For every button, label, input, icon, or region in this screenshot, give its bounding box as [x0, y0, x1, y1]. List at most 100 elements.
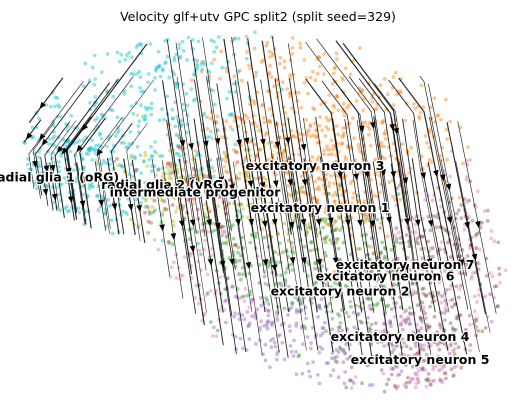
cell-point	[360, 88, 365, 92]
cell-point	[266, 119, 271, 123]
cell-point	[268, 164, 272, 169]
cell-point	[416, 380, 421, 384]
cell-point	[263, 358, 268, 363]
cell-point	[408, 380, 412, 384]
cell-point	[139, 171, 144, 175]
cell-point	[332, 270, 337, 274]
streamline	[32, 122, 55, 199]
streamline	[202, 37, 232, 232]
cell-point	[178, 154, 182, 159]
cell-point	[454, 316, 459, 321]
cell-point	[153, 140, 158, 144]
cell-point	[237, 271, 242, 276]
cell-point	[336, 329, 341, 333]
cell-point	[233, 264, 238, 269]
cell-point	[352, 325, 357, 330]
cell-point	[169, 176, 174, 181]
cell-point	[336, 375, 341, 380]
cell-point	[167, 168, 171, 173]
cell-point	[278, 55, 283, 60]
cell-point	[149, 144, 154, 149]
streamline	[235, 118, 266, 313]
cell-point	[105, 88, 109, 93]
cell-point	[432, 365, 436, 370]
cell-point	[192, 72, 197, 77]
streamline	[175, 42, 206, 237]
cell-point	[229, 284, 234, 289]
cell-point	[170, 242, 175, 247]
cell-point	[379, 330, 383, 334]
cell-point	[366, 316, 371, 320]
cell-point	[149, 154, 154, 159]
cell-point	[208, 320, 213, 324]
streamline	[110, 122, 133, 235]
cell-point	[451, 373, 456, 378]
cell-point	[215, 328, 220, 333]
cell-point	[367, 383, 372, 387]
cell-point	[308, 124, 313, 129]
streamline-arrowhead	[272, 180, 279, 188]
cell-point	[166, 161, 170, 166]
cell-point	[146, 206, 151, 211]
cell-point	[83, 61, 88, 66]
cell-point	[430, 246, 435, 251]
cell-point	[149, 106, 154, 111]
cell-point	[408, 334, 413, 339]
cell-point	[232, 74, 237, 79]
cell-point	[468, 348, 472, 353]
cell-point	[357, 170, 362, 175]
cell-point	[289, 349, 294, 354]
cell-point	[97, 132, 102, 137]
cell-point	[157, 63, 162, 68]
cell-point	[268, 338, 273, 343]
cell-point	[427, 157, 432, 162]
cell-point	[231, 243, 236, 247]
cell-point	[264, 43, 269, 48]
cell-point	[368, 270, 373, 274]
cell-point	[424, 352, 429, 357]
cell-point	[172, 196, 177, 201]
cell-point	[164, 207, 169, 212]
cell-point	[195, 62, 199, 66]
cell-point	[225, 69, 229, 74]
cell-point	[307, 225, 311, 230]
cell-point	[243, 113, 248, 118]
streamline	[234, 79, 265, 274]
cell-point	[93, 77, 98, 81]
cell-point	[371, 92, 376, 96]
cell-point	[443, 318, 447, 322]
cell-point	[225, 179, 229, 183]
cell-point	[136, 43, 140, 47]
cell-point	[224, 241, 229, 246]
streamline	[249, 120, 280, 314]
cell-point	[249, 191, 254, 196]
cell-point	[297, 293, 302, 298]
cell-point	[157, 64, 161, 69]
streamline	[335, 40, 407, 218]
cell-point	[236, 245, 241, 250]
cell-point	[168, 164, 173, 169]
cell-point	[341, 133, 346, 138]
cell-point	[331, 193, 335, 198]
cell-point	[263, 342, 268, 347]
cell-point	[151, 192, 156, 196]
streamline-arrowhead	[426, 258, 433, 266]
streamline	[232, 161, 263, 356]
streamline	[35, 80, 91, 196]
cell-point	[400, 142, 405, 147]
cell-point	[313, 266, 317, 271]
cell-point	[322, 72, 326, 77]
cell-point	[388, 339, 393, 344]
cell-point	[300, 371, 305, 376]
cell-point	[439, 117, 443, 122]
cell-point	[201, 60, 206, 64]
cell-point	[342, 131, 346, 136]
cell-point	[423, 134, 428, 138]
cell-point	[136, 130, 141, 135]
cell-point	[394, 226, 399, 231]
cell-point	[143, 198, 148, 203]
cell-point	[465, 254, 470, 258]
cell-point	[223, 287, 228, 291]
cell-point	[266, 157, 271, 162]
cell-point	[270, 34, 275, 39]
